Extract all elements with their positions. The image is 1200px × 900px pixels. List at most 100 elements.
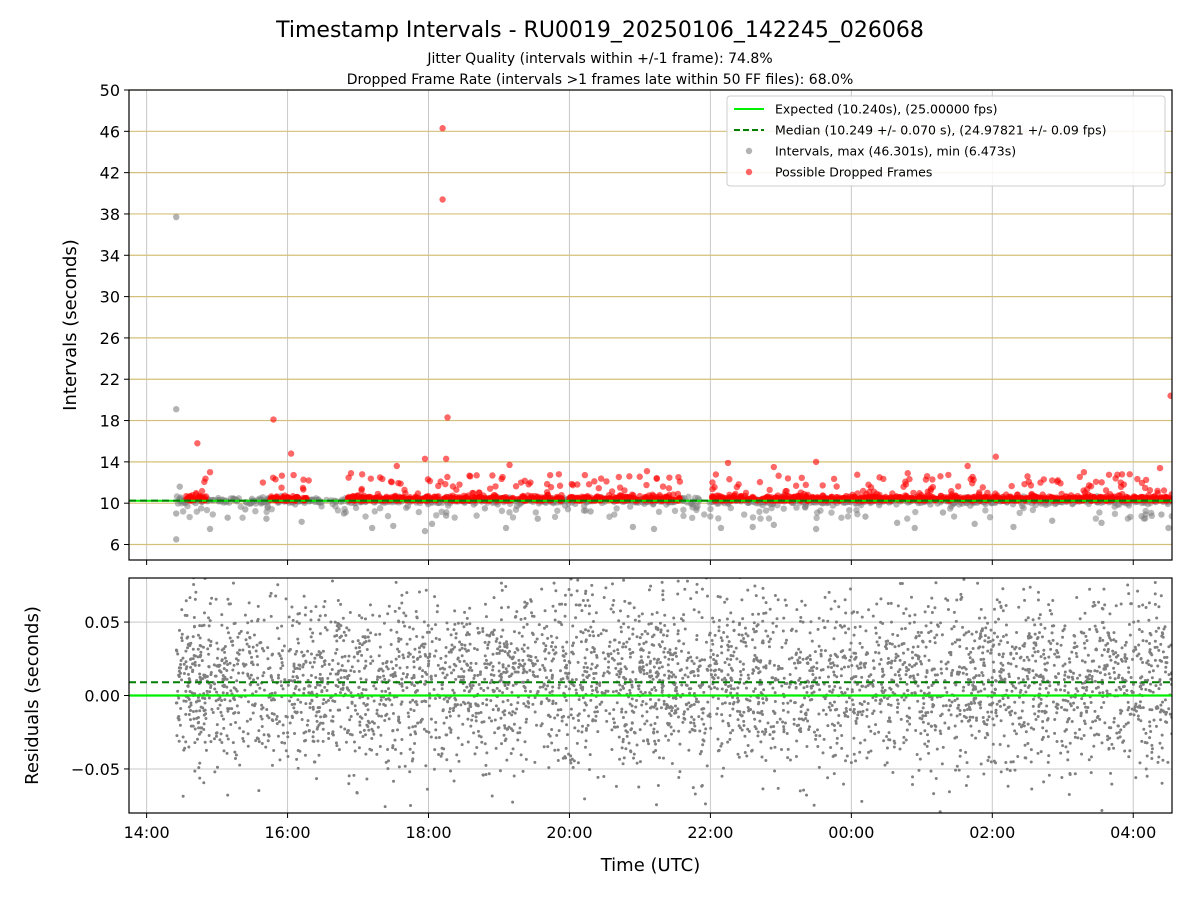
interval-point	[451, 514, 458, 521]
residual-point	[1011, 722, 1015, 726]
dropped-point	[393, 462, 400, 470]
residual-point	[710, 638, 714, 642]
interval-point	[912, 508, 919, 516]
residual-point	[849, 655, 853, 659]
residual-point	[772, 725, 776, 729]
residual-point	[716, 676, 720, 680]
residual-point	[672, 622, 676, 626]
residual-point	[782, 725, 786, 729]
residual-point	[602, 671, 606, 675]
residual-point	[388, 691, 392, 695]
intervals-y-tick-label: 18	[100, 412, 120, 431]
residual-point	[550, 741, 554, 745]
interval-point	[904, 515, 911, 522]
residual-point	[177, 739, 181, 743]
residual-point	[939, 667, 943, 671]
residual-point	[924, 645, 928, 649]
residual-point	[525, 670, 529, 674]
residual-point	[293, 652, 297, 656]
residual-point	[796, 661, 800, 665]
residual-point	[805, 793, 809, 797]
dropped-point	[456, 481, 463, 488]
residual-point	[281, 664, 285, 668]
residual-point	[850, 611, 854, 615]
residual-point	[222, 661, 226, 665]
residual-point	[797, 717, 801, 721]
residual-point	[655, 661, 659, 665]
residual-point	[1078, 728, 1082, 732]
residual-point	[1144, 687, 1148, 691]
interval-point	[318, 503, 325, 510]
residual-point	[1153, 639, 1157, 643]
interval-point	[765, 515, 773, 522]
residual-point	[647, 651, 651, 655]
dropped-point	[506, 461, 513, 469]
residual-point	[1005, 688, 1009, 692]
residual-point	[776, 786, 780, 790]
interval-point	[209, 511, 217, 518]
residual-point	[466, 740, 470, 744]
residual-point	[468, 666, 472, 670]
dropped-point	[608, 488, 616, 495]
residual-point	[1100, 606, 1104, 610]
residual-point	[468, 642, 472, 646]
residual-point	[1045, 704, 1049, 708]
residual-point	[384, 697, 388, 701]
residual-point	[283, 741, 287, 745]
interval-point	[1020, 504, 1027, 512]
residual-point	[709, 648, 713, 652]
residual-point	[574, 677, 578, 681]
residual-point	[316, 706, 320, 710]
interval-point	[239, 514, 246, 521]
residual-point	[700, 717, 704, 721]
residual-point	[723, 701, 727, 705]
residual-point	[434, 674, 438, 678]
residual-point	[856, 713, 860, 717]
interval-point	[854, 511, 861, 518]
residual-point	[467, 668, 471, 672]
residual-point	[543, 657, 547, 661]
residual-point	[576, 578, 580, 582]
residual-point	[1029, 760, 1033, 764]
residual-point	[408, 770, 412, 774]
residual-point	[336, 678, 340, 682]
residual-point	[446, 700, 450, 704]
dropped-point	[802, 481, 810, 489]
residual-point	[1103, 673, 1107, 677]
residual-point	[993, 607, 997, 611]
residual-point	[228, 636, 232, 640]
residual-point	[497, 669, 501, 673]
interval-point	[1098, 519, 1105, 527]
residual-point	[1013, 700, 1017, 704]
residual-point	[854, 759, 858, 763]
residual-point	[403, 624, 407, 628]
residual-point	[454, 677, 458, 681]
residual-point	[414, 609, 418, 613]
residual-point	[567, 715, 571, 719]
dropped-point	[489, 472, 496, 479]
residual-point	[785, 731, 789, 735]
residual-point	[358, 696, 362, 700]
residual-point	[621, 645, 625, 649]
residual-point	[325, 688, 329, 692]
dropped-point	[1134, 475, 1141, 483]
interval-point	[173, 213, 180, 221]
residual-point	[1076, 706, 1080, 710]
residual-point	[1140, 630, 1144, 634]
dropped-point	[1024, 473, 1031, 480]
residual-point	[610, 728, 614, 732]
residual-point	[1039, 655, 1043, 659]
residual-point	[802, 686, 806, 690]
residual-point	[241, 662, 245, 666]
residual-point	[296, 641, 300, 645]
dropped-point	[992, 453, 1000, 460]
residual-point	[394, 657, 398, 661]
residual-point	[194, 709, 198, 713]
residual-point	[545, 676, 549, 680]
residual-point	[214, 734, 218, 738]
residual-point	[752, 621, 756, 625]
residual-point	[727, 663, 731, 667]
residual-point	[1063, 689, 1067, 693]
residual-point	[904, 607, 908, 611]
residual-point	[638, 728, 642, 732]
